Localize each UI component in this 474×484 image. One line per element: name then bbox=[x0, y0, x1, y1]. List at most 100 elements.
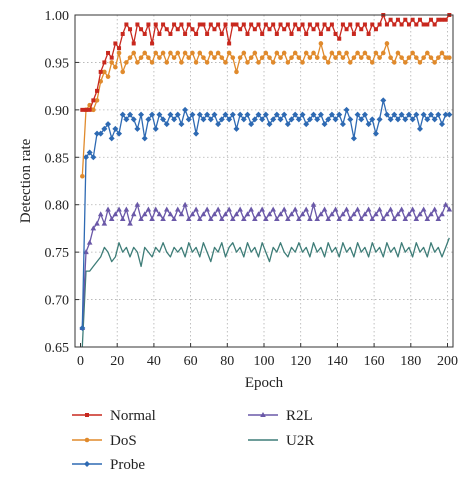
marker-diamond bbox=[435, 111, 442, 118]
marker-triangle bbox=[303, 206, 310, 212]
marker-circle bbox=[369, 60, 375, 65]
marker-square bbox=[234, 22, 239, 27]
legend-item-probe: Probe bbox=[72, 457, 145, 473]
grid bbox=[75, 15, 453, 347]
marker-circle bbox=[417, 60, 423, 65]
marker-triangle bbox=[237, 206, 243, 212]
series-probe bbox=[79, 97, 453, 332]
marker-diamond bbox=[365, 121, 372, 128]
marker-square bbox=[337, 36, 342, 41]
marker-diamond bbox=[116, 130, 123, 137]
marker-triangle bbox=[215, 206, 221, 212]
marker-diamond bbox=[215, 121, 222, 128]
marker-diamond bbox=[174, 111, 181, 118]
marker-diamond bbox=[119, 111, 126, 118]
marker-diamond bbox=[101, 125, 108, 132]
marker-circle bbox=[84, 437, 90, 443]
marker-square bbox=[260, 31, 265, 36]
marker-square bbox=[293, 22, 298, 27]
marker-circle bbox=[347, 60, 353, 65]
marker-circle bbox=[395, 50, 401, 56]
marker-square bbox=[102, 60, 107, 65]
marker-diamond bbox=[240, 116, 247, 123]
marker-square bbox=[216, 22, 221, 27]
marker-triangle bbox=[281, 206, 287, 212]
marker-diamond bbox=[317, 111, 324, 118]
marker-circle bbox=[340, 55, 346, 60]
marker-triangle bbox=[442, 201, 449, 207]
marker-circle bbox=[109, 60, 114, 65]
marker-diamond bbox=[380, 97, 387, 104]
marker-square bbox=[249, 22, 254, 27]
marker-diamond bbox=[178, 121, 185, 128]
marker-circle bbox=[124, 60, 129, 65]
plot-frame bbox=[74, 14, 454, 348]
marker-square bbox=[190, 27, 195, 32]
marker-triangle bbox=[174, 206, 181, 212]
marker-triangle bbox=[406, 211, 412, 217]
x-axis-title: Epoch bbox=[245, 375, 284, 391]
marker-triangle bbox=[178, 211, 185, 217]
series-r2l bbox=[79, 201, 453, 331]
marker-triangle bbox=[138, 215, 144, 221]
marker-diamond bbox=[200, 116, 207, 123]
series-u2r bbox=[81, 237, 450, 348]
marker-circle bbox=[421, 55, 426, 60]
marker-square bbox=[223, 22, 228, 27]
marker-circle bbox=[91, 107, 96, 113]
marker-square bbox=[285, 22, 290, 27]
marker-diamond bbox=[222, 111, 229, 118]
marker-triangle bbox=[156, 211, 163, 217]
marker-diamond bbox=[248, 121, 255, 128]
marker-square bbox=[135, 22, 140, 27]
marker-square bbox=[359, 27, 364, 32]
marker-square bbox=[197, 22, 202, 27]
marker-square bbox=[175, 27, 180, 32]
marker-triangle bbox=[204, 206, 210, 212]
marker-square bbox=[179, 22, 184, 27]
marker-diamond bbox=[112, 125, 119, 132]
marker-circle bbox=[384, 41, 390, 46]
marker-diamond bbox=[130, 116, 137, 123]
marker-square bbox=[296, 27, 301, 32]
marker-triangle bbox=[431, 206, 438, 212]
marker-diamond bbox=[361, 111, 368, 118]
marker-triangle bbox=[248, 206, 254, 212]
x-tick-label: 200 bbox=[437, 354, 458, 369]
series-line bbox=[81, 99, 450, 329]
marker-square bbox=[421, 22, 426, 27]
y-tick-label: 0.90 bbox=[45, 104, 70, 119]
marker-circle bbox=[333, 55, 338, 60]
marker-circle bbox=[391, 60, 397, 65]
marker-diamond bbox=[358, 116, 365, 123]
marker-square bbox=[109, 55, 114, 60]
marker-square bbox=[153, 22, 158, 27]
marker-circle bbox=[300, 60, 305, 65]
marker-triangle bbox=[230, 215, 236, 221]
marker-triangle bbox=[244, 211, 251, 217]
marker-triangle bbox=[384, 211, 390, 217]
marker-circle bbox=[241, 50, 247, 56]
marker-circle bbox=[237, 55, 243, 60]
marker-circle bbox=[138, 55, 144, 60]
marker-triangle bbox=[149, 215, 155, 221]
marker-square bbox=[326, 27, 331, 32]
marker-diamond bbox=[185, 116, 192, 123]
marker-triangle bbox=[182, 201, 188, 207]
x-tick-label: 20 bbox=[110, 354, 124, 369]
marker-diamond bbox=[83, 154, 90, 161]
marker-circle bbox=[432, 60, 437, 65]
x-tick-label: 0 bbox=[77, 354, 84, 369]
marker-triangle bbox=[446, 206, 453, 212]
marker-triangle bbox=[299, 211, 306, 217]
marker-square bbox=[124, 22, 129, 27]
marker-diamond bbox=[387, 116, 394, 123]
marker-diamond bbox=[105, 121, 112, 128]
marker-circle bbox=[223, 60, 228, 65]
marker-diamond bbox=[303, 121, 310, 128]
marker-triangle bbox=[152, 206, 159, 212]
marker-diamond bbox=[405, 111, 412, 118]
marker-circle bbox=[234, 69, 239, 75]
marker-circle bbox=[146, 55, 151, 60]
marker-circle bbox=[142, 50, 148, 56]
